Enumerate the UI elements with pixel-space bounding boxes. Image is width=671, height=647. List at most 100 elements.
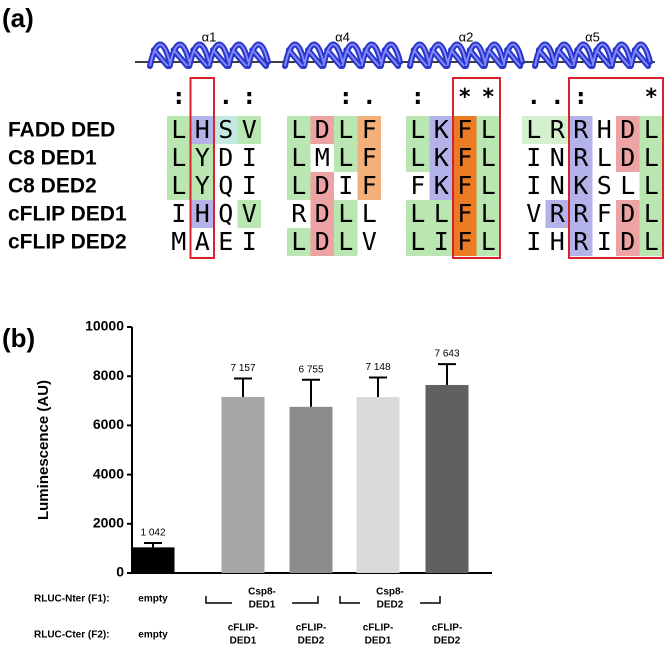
f1-label: Csp8- (248, 587, 276, 598)
helix-shade (534, 43, 651, 67)
residue-shade (190, 116, 214, 144)
residue-shade (237, 116, 261, 144)
residue-shade (616, 116, 640, 144)
panel-label: (a) (2, 3, 34, 33)
residue-shade (476, 116, 500, 144)
highlight-box (452, 77, 501, 259)
row-name: cFLIP DED1 (8, 203, 127, 226)
residue-shade (569, 144, 593, 172)
residue-shade (287, 228, 311, 256)
y-tick-label: 6000 (93, 416, 124, 432)
residue-shade (406, 144, 430, 172)
y-tick-label: 4000 (93, 465, 124, 481)
row-name: cFLIP DED2 (8, 231, 127, 254)
f2-label: cFLIP- (432, 623, 463, 634)
residue-shade (545, 200, 569, 228)
conservation-marker: : .: (174, 85, 253, 110)
residue-shade (287, 172, 311, 200)
residue-shade (522, 116, 546, 144)
residue-shade (334, 228, 358, 256)
residue-shade (639, 228, 663, 256)
highlight-box (189, 77, 215, 259)
residue-shade (167, 144, 191, 172)
residue-shade (453, 228, 477, 256)
residue-shade (357, 116, 381, 144)
residue-shade (639, 144, 663, 172)
row-name: C8 DED1 (8, 147, 97, 170)
residue-shade (334, 200, 358, 228)
helix-shade (149, 43, 269, 67)
f2-label: cFLIP- (363, 623, 394, 634)
value-label: 7 643 (434, 349, 459, 360)
y-tick-label: 10000 (85, 318, 124, 334)
residue-shade (190, 200, 214, 228)
residue-shade (476, 172, 500, 200)
row-name: C8 DED2 (8, 175, 97, 198)
f2-label: cFLIP- (296, 623, 327, 634)
residue-shade (429, 144, 453, 172)
residue-shade (616, 200, 640, 228)
panel-label: (b) (2, 323, 35, 353)
residue-shade (429, 172, 453, 200)
residue-shade (453, 172, 477, 200)
bar (289, 406, 333, 573)
residue-shade (453, 200, 477, 228)
y-axis-title: Luminescence (AU) (35, 380, 52, 520)
value-label: 1 042 (140, 528, 165, 539)
residue-shade (476, 228, 500, 256)
value-label: 6 755 (298, 364, 323, 375)
helix-shade (409, 43, 523, 67)
f2-label: DED2 (434, 636, 461, 647)
residue-shade (287, 116, 311, 144)
bracket (339, 596, 441, 604)
residue-shade (429, 228, 453, 256)
helix-label: α2 (459, 29, 474, 44)
residue-shade (167, 116, 191, 144)
f2-label: cFLIP- (228, 623, 259, 634)
residue-shade (406, 228, 430, 256)
residue-shade (429, 200, 453, 228)
residue-shade (310, 172, 334, 200)
residue-shade (190, 144, 214, 172)
f1-label: DED2 (377, 600, 404, 611)
residue-shade (639, 172, 663, 200)
row-label: RLUC-Nter (F1): (34, 594, 110, 605)
residue-shade (357, 172, 381, 200)
f2-label: DED1 (365, 636, 392, 647)
residue-shade (639, 116, 663, 144)
bar (131, 547, 175, 573)
value-label: 7 148 (365, 362, 390, 373)
value-label: 7 157 (230, 363, 255, 374)
residue-shade (310, 200, 334, 228)
f2-label: empty (138, 630, 168, 641)
residue-shade (357, 144, 381, 172)
residue-shade (569, 172, 593, 200)
residue-shade (453, 116, 477, 144)
residue-shade (429, 116, 453, 144)
residue-shade (476, 144, 500, 172)
residue-shade (406, 200, 430, 228)
residue-shade (476, 200, 500, 228)
bar (221, 396, 265, 573)
conservation-marker: :. (341, 85, 373, 110)
bar (425, 384, 469, 573)
f2-label: DED2 (298, 636, 325, 647)
residue-shade (287, 144, 311, 172)
